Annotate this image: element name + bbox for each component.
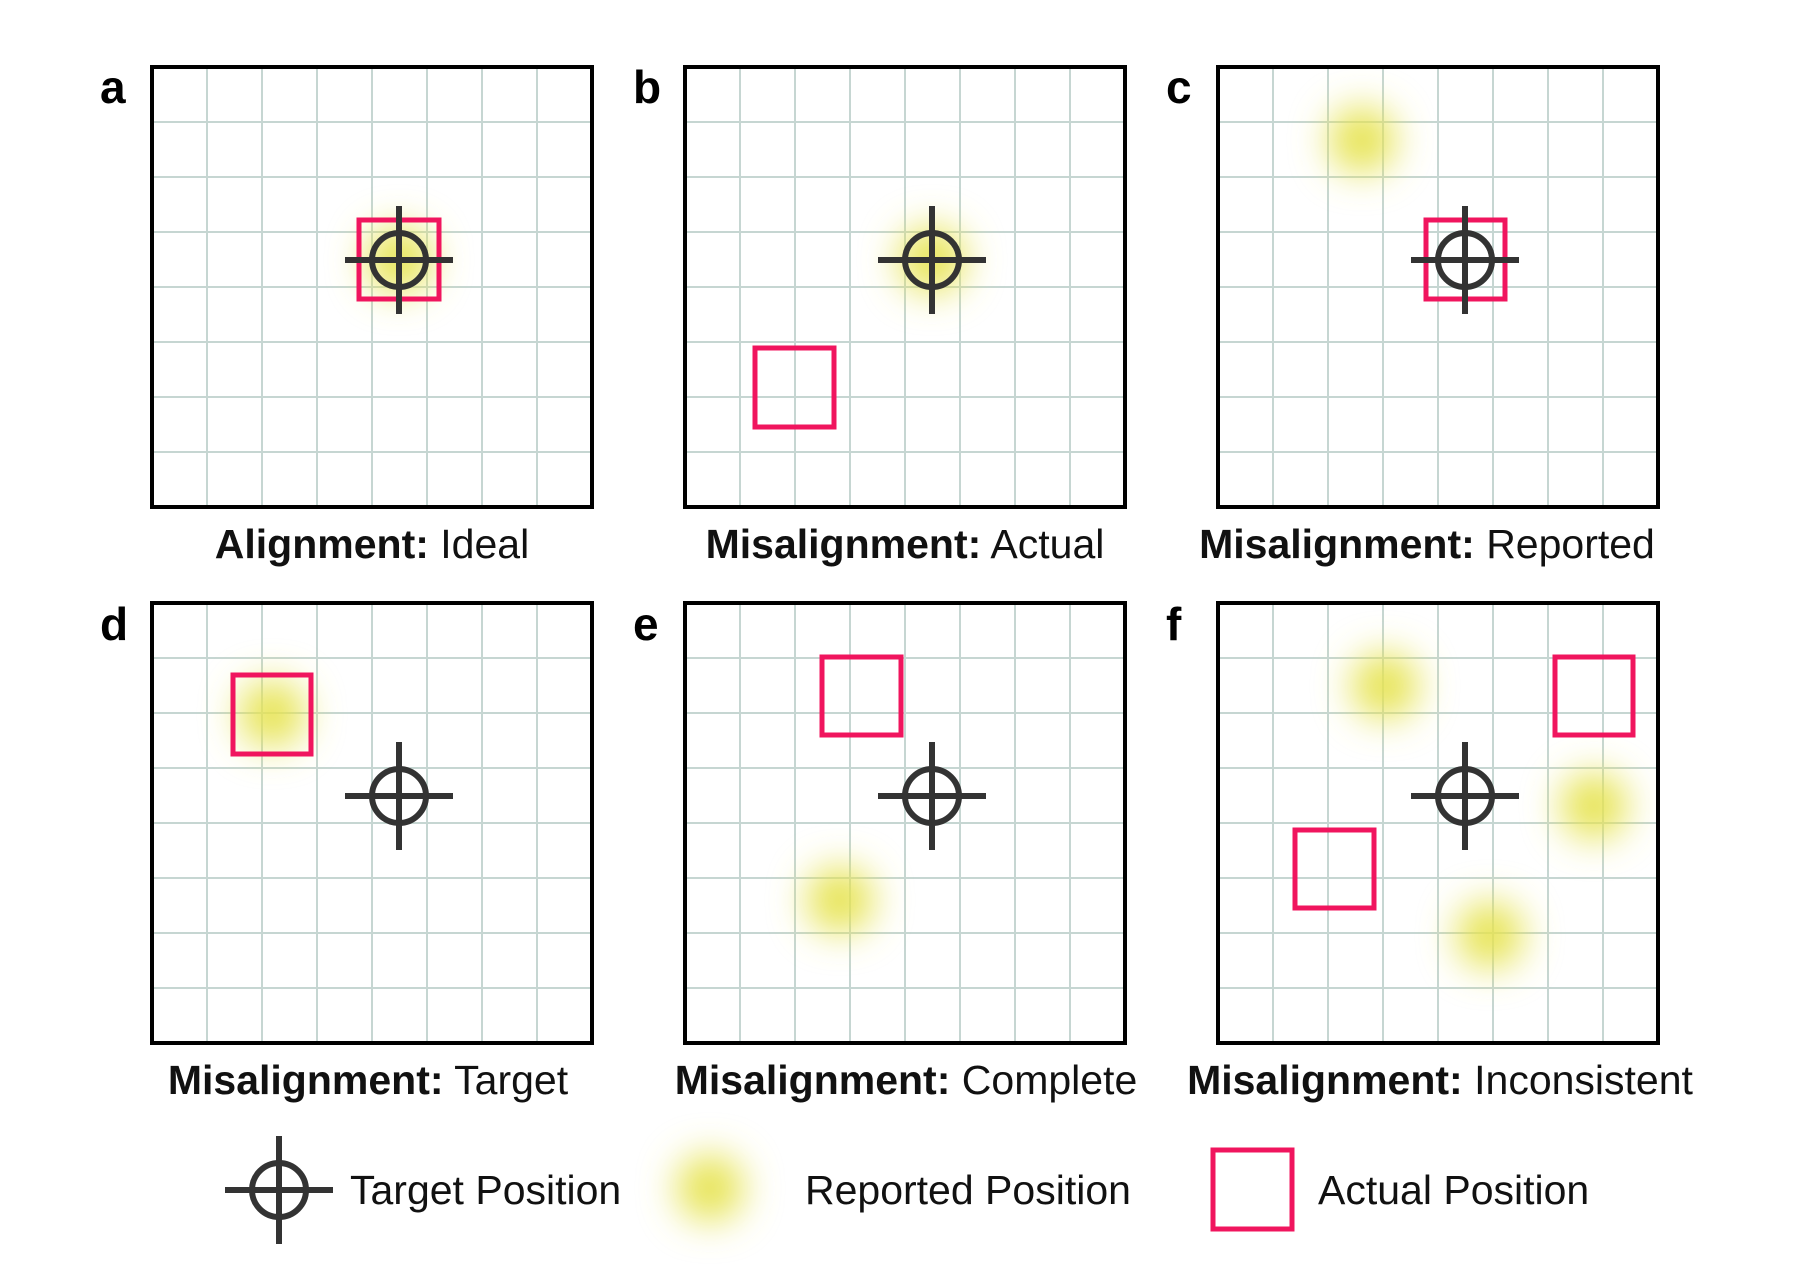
reported-position-blob bbox=[1561, 773, 1627, 839]
panel-letter: a bbox=[100, 61, 126, 113]
actual-position-square bbox=[230, 672, 314, 757]
panel-frame bbox=[150, 65, 594, 509]
panel-c: c Misalignment: Reported bbox=[1166, 61, 1660, 567]
panel-caption: Misalignment: Complete bbox=[675, 1057, 1138, 1103]
target-crosshair bbox=[345, 206, 453, 314]
reported-position-blob bbox=[807, 867, 873, 933]
panel-letter: f bbox=[1166, 598, 1182, 650]
legend-reported-label: Reported Position bbox=[805, 1167, 1131, 1213]
panel-letter: d bbox=[100, 598, 128, 650]
panel-frame bbox=[1216, 65, 1660, 509]
panel-e: e Misalignment: Complete bbox=[633, 598, 1137, 1103]
target-crosshair bbox=[1411, 206, 1519, 314]
target-crosshair bbox=[878, 206, 986, 314]
square-outline-icon bbox=[1210, 1147, 1295, 1232]
target-crosshair bbox=[345, 742, 453, 850]
reported-position-blob bbox=[1457, 902, 1523, 968]
legend-target-label: Target Position bbox=[350, 1167, 621, 1213]
panel-frame bbox=[150, 601, 594, 1045]
grid bbox=[152, 603, 592, 1043]
grid bbox=[152, 67, 592, 507]
reported-position-blob bbox=[1329, 107, 1395, 173]
grid bbox=[685, 67, 1125, 507]
panel-d: d Misalignment: Target bbox=[100, 598, 594, 1103]
panel-a: a Alignment: Ideal bbox=[100, 61, 594, 567]
actual-position-square bbox=[752, 345, 837, 430]
actual-position-square bbox=[819, 654, 904, 738]
panel-letter: c bbox=[1166, 61, 1192, 113]
reported-position-blob bbox=[1352, 653, 1418, 719]
crosshair-icon bbox=[225, 1136, 333, 1244]
grid bbox=[685, 603, 1125, 1043]
target-crosshair bbox=[878, 742, 986, 850]
panel-caption: Misalignment: Inconsistent bbox=[1187, 1057, 1693, 1103]
panel-f: f Misalignment: Inconsistent bbox=[1166, 598, 1694, 1103]
panel-caption: Misalignment: Actual bbox=[706, 521, 1105, 567]
legend: Target Position Reported Position Actual… bbox=[225, 1136, 1589, 1244]
panel-caption: Alignment: Ideal bbox=[215, 521, 529, 567]
panel-letter: e bbox=[633, 598, 659, 650]
grid bbox=[1218, 67, 1658, 507]
legend-actual-label: Actual Position bbox=[1318, 1167, 1589, 1213]
panel-b: b Misalignment: Actual bbox=[633, 61, 1127, 567]
panel-caption: Misalignment: Reported bbox=[1199, 521, 1655, 567]
actual-position-square bbox=[1292, 827, 1377, 911]
panel-frame bbox=[683, 65, 1127, 509]
target-crosshair bbox=[1411, 742, 1519, 850]
blur-dot-icon bbox=[677, 1155, 743, 1221]
reported-position-blob bbox=[239, 681, 305, 747]
panel-caption: Misalignment: Target bbox=[168, 1057, 569, 1103]
panel-frame bbox=[683, 601, 1127, 1045]
panel-frame bbox=[1216, 601, 1660, 1045]
panel-letter: b bbox=[633, 61, 661, 113]
actual-position-square bbox=[1552, 654, 1636, 738]
